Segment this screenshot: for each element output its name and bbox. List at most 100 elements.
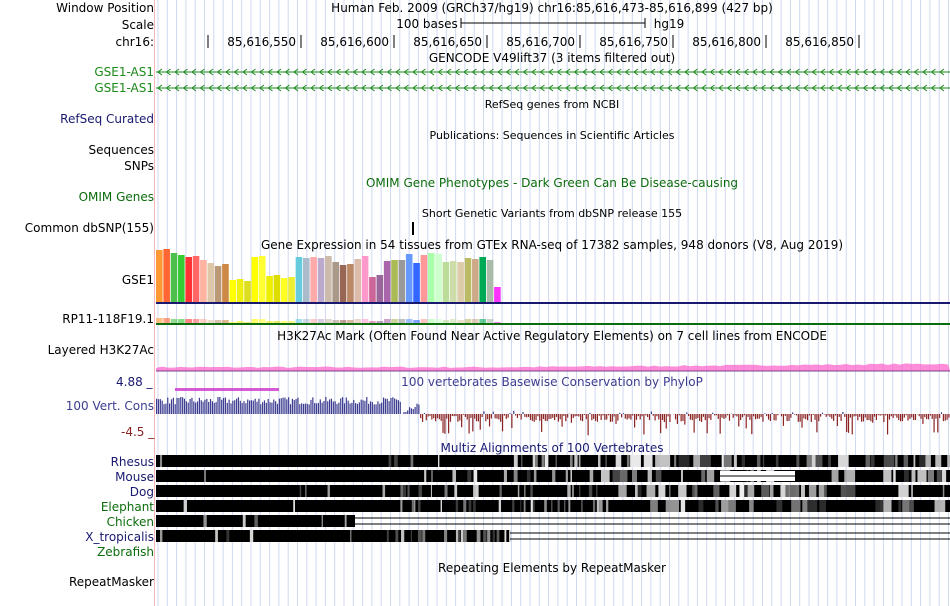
gtex-bar-rp11 <box>163 318 170 324</box>
publications-label-snps[interactable]: SNPs <box>124 159 154 173</box>
phylop-bar <box>674 414 677 420</box>
multiz-species-mouse[interactable]: Mouse <box>115 470 154 484</box>
phylop-bar <box>256 401 258 414</box>
multiz-mismatch <box>846 470 856 482</box>
phylop-bar <box>224 397 227 414</box>
gtex-bar-rp11 <box>361 319 369 324</box>
phylop-min-label: -4.5 _ <box>121 425 155 439</box>
refseq-label[interactable]: RefSeq Curated <box>60 112 154 126</box>
multiz-species-chicken[interactable]: Chicken <box>106 515 154 529</box>
dbsnp-label[interactable]: Common dbSNP(155) <box>24 221 154 235</box>
gtex-bar <box>170 253 178 302</box>
phylop-bar <box>302 403 305 414</box>
multiz-species-elephant[interactable]: Elephant <box>100 500 154 514</box>
phylop-bar <box>472 414 474 432</box>
phylop-bar <box>420 414 422 419</box>
multiz-mismatch <box>796 455 800 467</box>
multiz-species-rhesus[interactable]: Rhesus <box>110 455 154 469</box>
publications-label-sequences[interactable]: Sequences <box>88 143 154 157</box>
multiz-mismatch <box>461 530 464 542</box>
gtex-bar <box>310 257 317 302</box>
phylop-bar <box>805 414 807 420</box>
phylop-bar <box>202 401 204 414</box>
multiz-mismatch <box>802 500 811 512</box>
multiz-species-dog[interactable]: Dog <box>129 485 154 499</box>
gtex-bar <box>317 258 325 302</box>
multiz-mismatch <box>761 485 770 497</box>
phylop-bar <box>449 414 452 422</box>
ruler-tick-label: 85,616,700 <box>506 35 575 49</box>
multiz-mismatch <box>934 500 946 512</box>
phylop-bar <box>948 414 950 418</box>
phylop-bar <box>498 414 500 420</box>
multiz-mismatch <box>424 470 427 482</box>
multiz-mismatch <box>581 500 583 512</box>
multiz-mismatch <box>813 500 816 512</box>
phylop-bar <box>567 414 569 418</box>
gencode-item-1[interactable]: GSE1-AS1 <box>94 65 154 79</box>
gtex-bar <box>486 260 494 302</box>
phylop-bar <box>431 414 433 420</box>
gtex-bar-rp11 <box>442 320 450 324</box>
gencode-item-2[interactable]: GSE1-AS1 <box>94 81 154 95</box>
phylop-bar <box>816 414 818 433</box>
phylop-bar <box>474 414 476 419</box>
phylop-bar <box>394 398 396 414</box>
phylop-bar <box>488 414 491 427</box>
phylop-bar <box>589 412 591 414</box>
gtex-bar-rp11 <box>156 318 163 324</box>
phylop-bar <box>632 414 634 416</box>
phylop-bar <box>886 414 889 435</box>
multiz-mismatch <box>475 485 479 497</box>
phylop-label[interactable]: 100 Vert. Cons <box>65 399 154 413</box>
phylop-bar <box>193 401 195 414</box>
omim-label[interactable]: OMIM Genes <box>78 190 154 204</box>
multiz-mismatch <box>463 500 467 512</box>
phylop-bar <box>576 414 578 416</box>
phylop-bar <box>782 414 785 426</box>
gtex-gene-rp11-label[interactable]: RP11-118F19.1 <box>62 312 154 326</box>
multiz-species-zebrafish[interactable]: Zebrafish <box>97 545 154 559</box>
multiz-mismatch <box>444 530 448 542</box>
multiz-mismatch <box>476 530 481 542</box>
phylop-bar <box>282 397 284 414</box>
phylop-bar <box>528 414 530 417</box>
phylop-bar <box>780 414 783 417</box>
multiz-mismatch <box>504 530 507 542</box>
phylop-bar <box>200 400 202 414</box>
multiz-block <box>156 485 950 497</box>
h3k27ac-label[interactable]: Layered H3K27Ac <box>47 343 154 357</box>
phylop-bar <box>663 414 665 422</box>
phylop-bar <box>451 414 453 416</box>
phylop-bar <box>596 414 599 422</box>
multiz-mismatch <box>942 485 945 497</box>
gtex-bar-rp11 <box>413 320 420 324</box>
phylop-bar <box>628 414 630 419</box>
repeatmasker-label[interactable]: RepeatMasker <box>68 575 154 589</box>
phylop-bar <box>820 414 822 417</box>
phylop-bar <box>842 411 844 414</box>
multiz-species-xtropicalis[interactable]: X_tropicalis <box>85 530 154 544</box>
phylop-bar <box>343 403 346 414</box>
gtex-gene-gse1-label[interactable]: GSE1 <box>121 273 154 287</box>
repeatmasker-title: Repeating Elements by RepeatMasker <box>438 561 666 575</box>
phylop-bar <box>706 414 708 434</box>
phylop-bar <box>347 400 349 414</box>
phylop-bar <box>351 402 353 414</box>
multiz-mismatch <box>898 485 909 497</box>
phylop-bar <box>838 414 840 417</box>
gtex-bar-rp11 <box>317 319 325 324</box>
gtex-bar <box>354 259 362 302</box>
multiz-mismatch <box>632 470 638 482</box>
multiz-mismatch <box>564 500 566 512</box>
phylop-bar <box>635 414 638 420</box>
multiz-mismatch <box>615 455 622 467</box>
phylop-bar <box>907 414 909 421</box>
gtex-bar-rp11 <box>354 319 362 324</box>
phylop-bar <box>321 402 323 414</box>
multiz-mismatch <box>606 500 609 512</box>
multiz-mismatch <box>831 470 839 482</box>
phylop-bar <box>732 414 734 418</box>
ruler-tick-label: 85,616,800 <box>692 35 761 49</box>
phylop-max-label: 4.88 _ <box>116 375 153 389</box>
